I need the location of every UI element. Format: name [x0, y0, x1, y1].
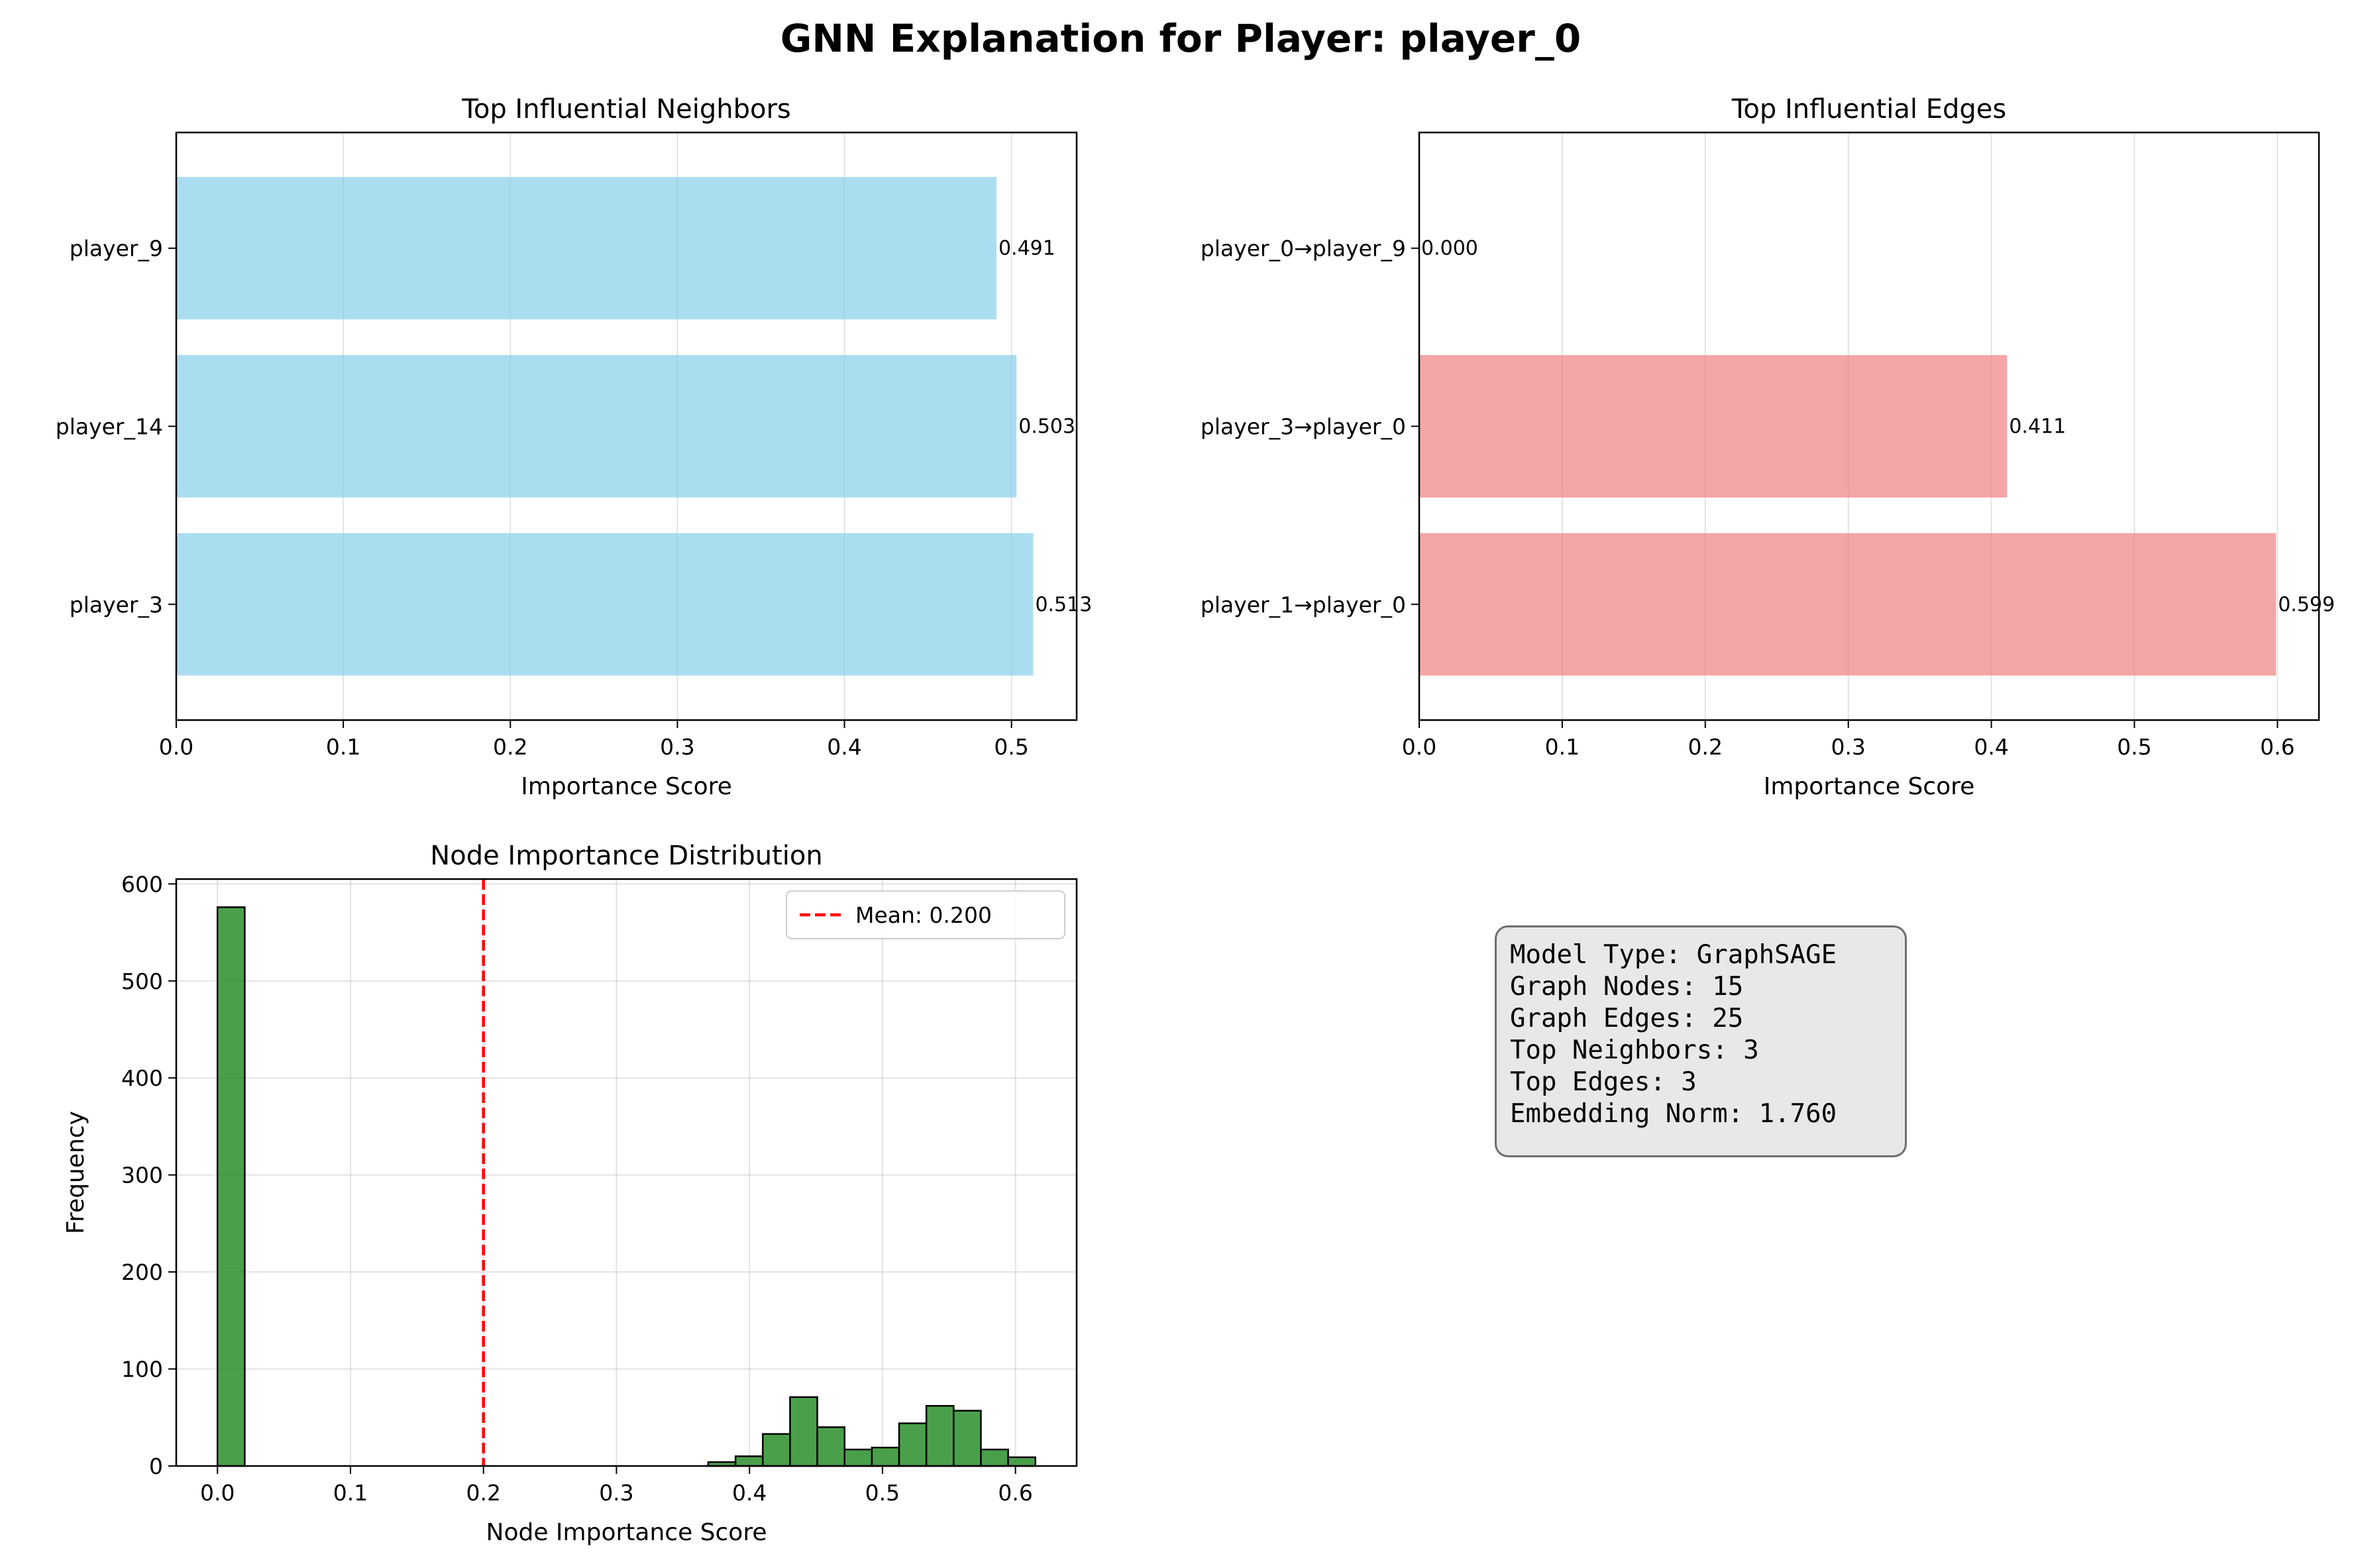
legend-label: Mean: 0.200	[855, 902, 992, 928]
bar-value-label: 0.491	[998, 237, 1055, 260]
chart-title: Top Influential Neighbors	[461, 94, 791, 125]
info-line-top-edges: Top Edges: 3	[1510, 1067, 1892, 1098]
chart-title: Top Influential Edges	[1731, 94, 2007, 125]
x-tick-label: 0.5	[865, 1480, 900, 1506]
x-tick-label: 0.2	[1688, 734, 1723, 760]
histogram-bar	[872, 1447, 899, 1466]
x-tick-label: 0.0	[159, 734, 193, 760]
y-axis-label: Frequency	[62, 1111, 89, 1234]
x-axis-label: Importance Score	[521, 773, 732, 800]
y-tick-label: player_14	[56, 414, 163, 440]
y-tick-label: player_0→player_9	[1201, 236, 1406, 262]
x-tick-label: 0.3	[660, 734, 694, 760]
bar-value-label: 0.513	[1035, 593, 1092, 616]
bar	[1419, 355, 2007, 497]
x-tick-label: 0.6	[998, 1480, 1032, 1506]
importance-histogram: 0.0 0.1 0.2 0.3 0.4 0.5 0.6 0 100 200 300 400 500 600…	[62, 841, 1077, 1546]
y-tick-label: player_3→player_0	[1201, 414, 1406, 440]
neighbors-bar-chart: 0.513 player_3 0.503 player_14 0.491 player_9…	[56, 94, 1093, 800]
histogram-bar	[790, 1397, 817, 1466]
x-tick-label: 0.5	[994, 734, 1028, 760]
y-tick-label: player_1→player_0	[1201, 592, 1406, 617]
legend: Mean: 0.200	[786, 891, 1065, 939]
bar	[1419, 533, 2276, 676]
chart-title: Node Importance Distribution	[430, 841, 822, 871]
info-line-top-neighbors: Top Neighbors: 3	[1510, 1035, 1892, 1067]
x-tick-label: 0.1	[333, 1480, 368, 1506]
x-tick-label: 0.2	[466, 1480, 500, 1506]
axes-frame	[176, 879, 1077, 1466]
x-tick-label: 0.3	[599, 1480, 633, 1506]
y-tick-label: player_3	[70, 592, 163, 617]
y-tick-label: 300	[121, 1163, 163, 1188]
x-tick-label: 0.0	[200, 1480, 235, 1506]
x-tick-label: 0.6	[2260, 734, 2294, 760]
y-tick-label: 100	[121, 1357, 163, 1383]
y-tick-label: 200	[121, 1259, 163, 1285]
bar-value-label: 0.411	[2009, 415, 2066, 439]
x-tick-label: 0.4	[1974, 734, 2008, 760]
bar	[176, 355, 1016, 497]
x-tick-label: 0.2	[493, 734, 527, 760]
info-line-graph-edges: Graph Edges: 25	[1510, 1003, 1892, 1035]
histogram-bar	[217, 907, 244, 1466]
info-line-model-type: Model Type: GraphSAGE	[1510, 939, 1892, 971]
y-tick-label: player_9	[70, 236, 163, 262]
model-info-box: Model Type: GraphSAGE Graph Nodes: 15 Gr…	[1495, 925, 1907, 1157]
info-line-embedding-norm: Embedding Norm: 1.760	[1510, 1098, 1892, 1130]
y-tick-label: 500	[121, 968, 163, 994]
bar-value-label: 0.000	[1421, 237, 1478, 260]
y-tick-label: 600	[121, 871, 163, 897]
histogram-bar	[1008, 1457, 1036, 1466]
x-tick-label: 0.1	[326, 734, 360, 760]
bar-value-label: 0.503	[1018, 415, 1075, 439]
x-tick-label: 0.3	[1831, 734, 1865, 760]
x-tick-label: 0.4	[827, 734, 861, 760]
histogram-bar	[845, 1449, 872, 1466]
y-tick-label: 0	[149, 1453, 163, 1479]
x-tick-label: 0.5	[2117, 734, 2151, 760]
x-axis-label: Importance Score	[1764, 773, 1975, 800]
histogram-bar	[735, 1456, 763, 1466]
info-line-graph-nodes: Graph Nodes: 15	[1510, 971, 1892, 1003]
histogram-bar	[763, 1434, 790, 1466]
bar	[176, 177, 996, 319]
histogram-bar	[818, 1427, 845, 1466]
histogram-bar	[953, 1411, 981, 1466]
figure-title: GNN Explanation for Player: player_0	[780, 16, 1581, 61]
x-tick-label: 0.0	[1402, 734, 1436, 760]
histogram-bar	[899, 1424, 926, 1466]
edges-bar-chart: 0.599 player_1→player_0 0.411 player_3→play…	[1201, 94, 2335, 800]
histogram-bar	[926, 1406, 953, 1466]
x-tick-label: 0.4	[732, 1480, 767, 1506]
histogram-bar	[981, 1449, 1008, 1466]
y-tick-label: 400	[121, 1065, 163, 1091]
bar-value-label: 0.599	[2278, 593, 2335, 616]
x-axis-label: Node Importance Score	[486, 1519, 767, 1546]
bar	[176, 533, 1033, 676]
x-tick-label: 0.1	[1545, 734, 1580, 760]
